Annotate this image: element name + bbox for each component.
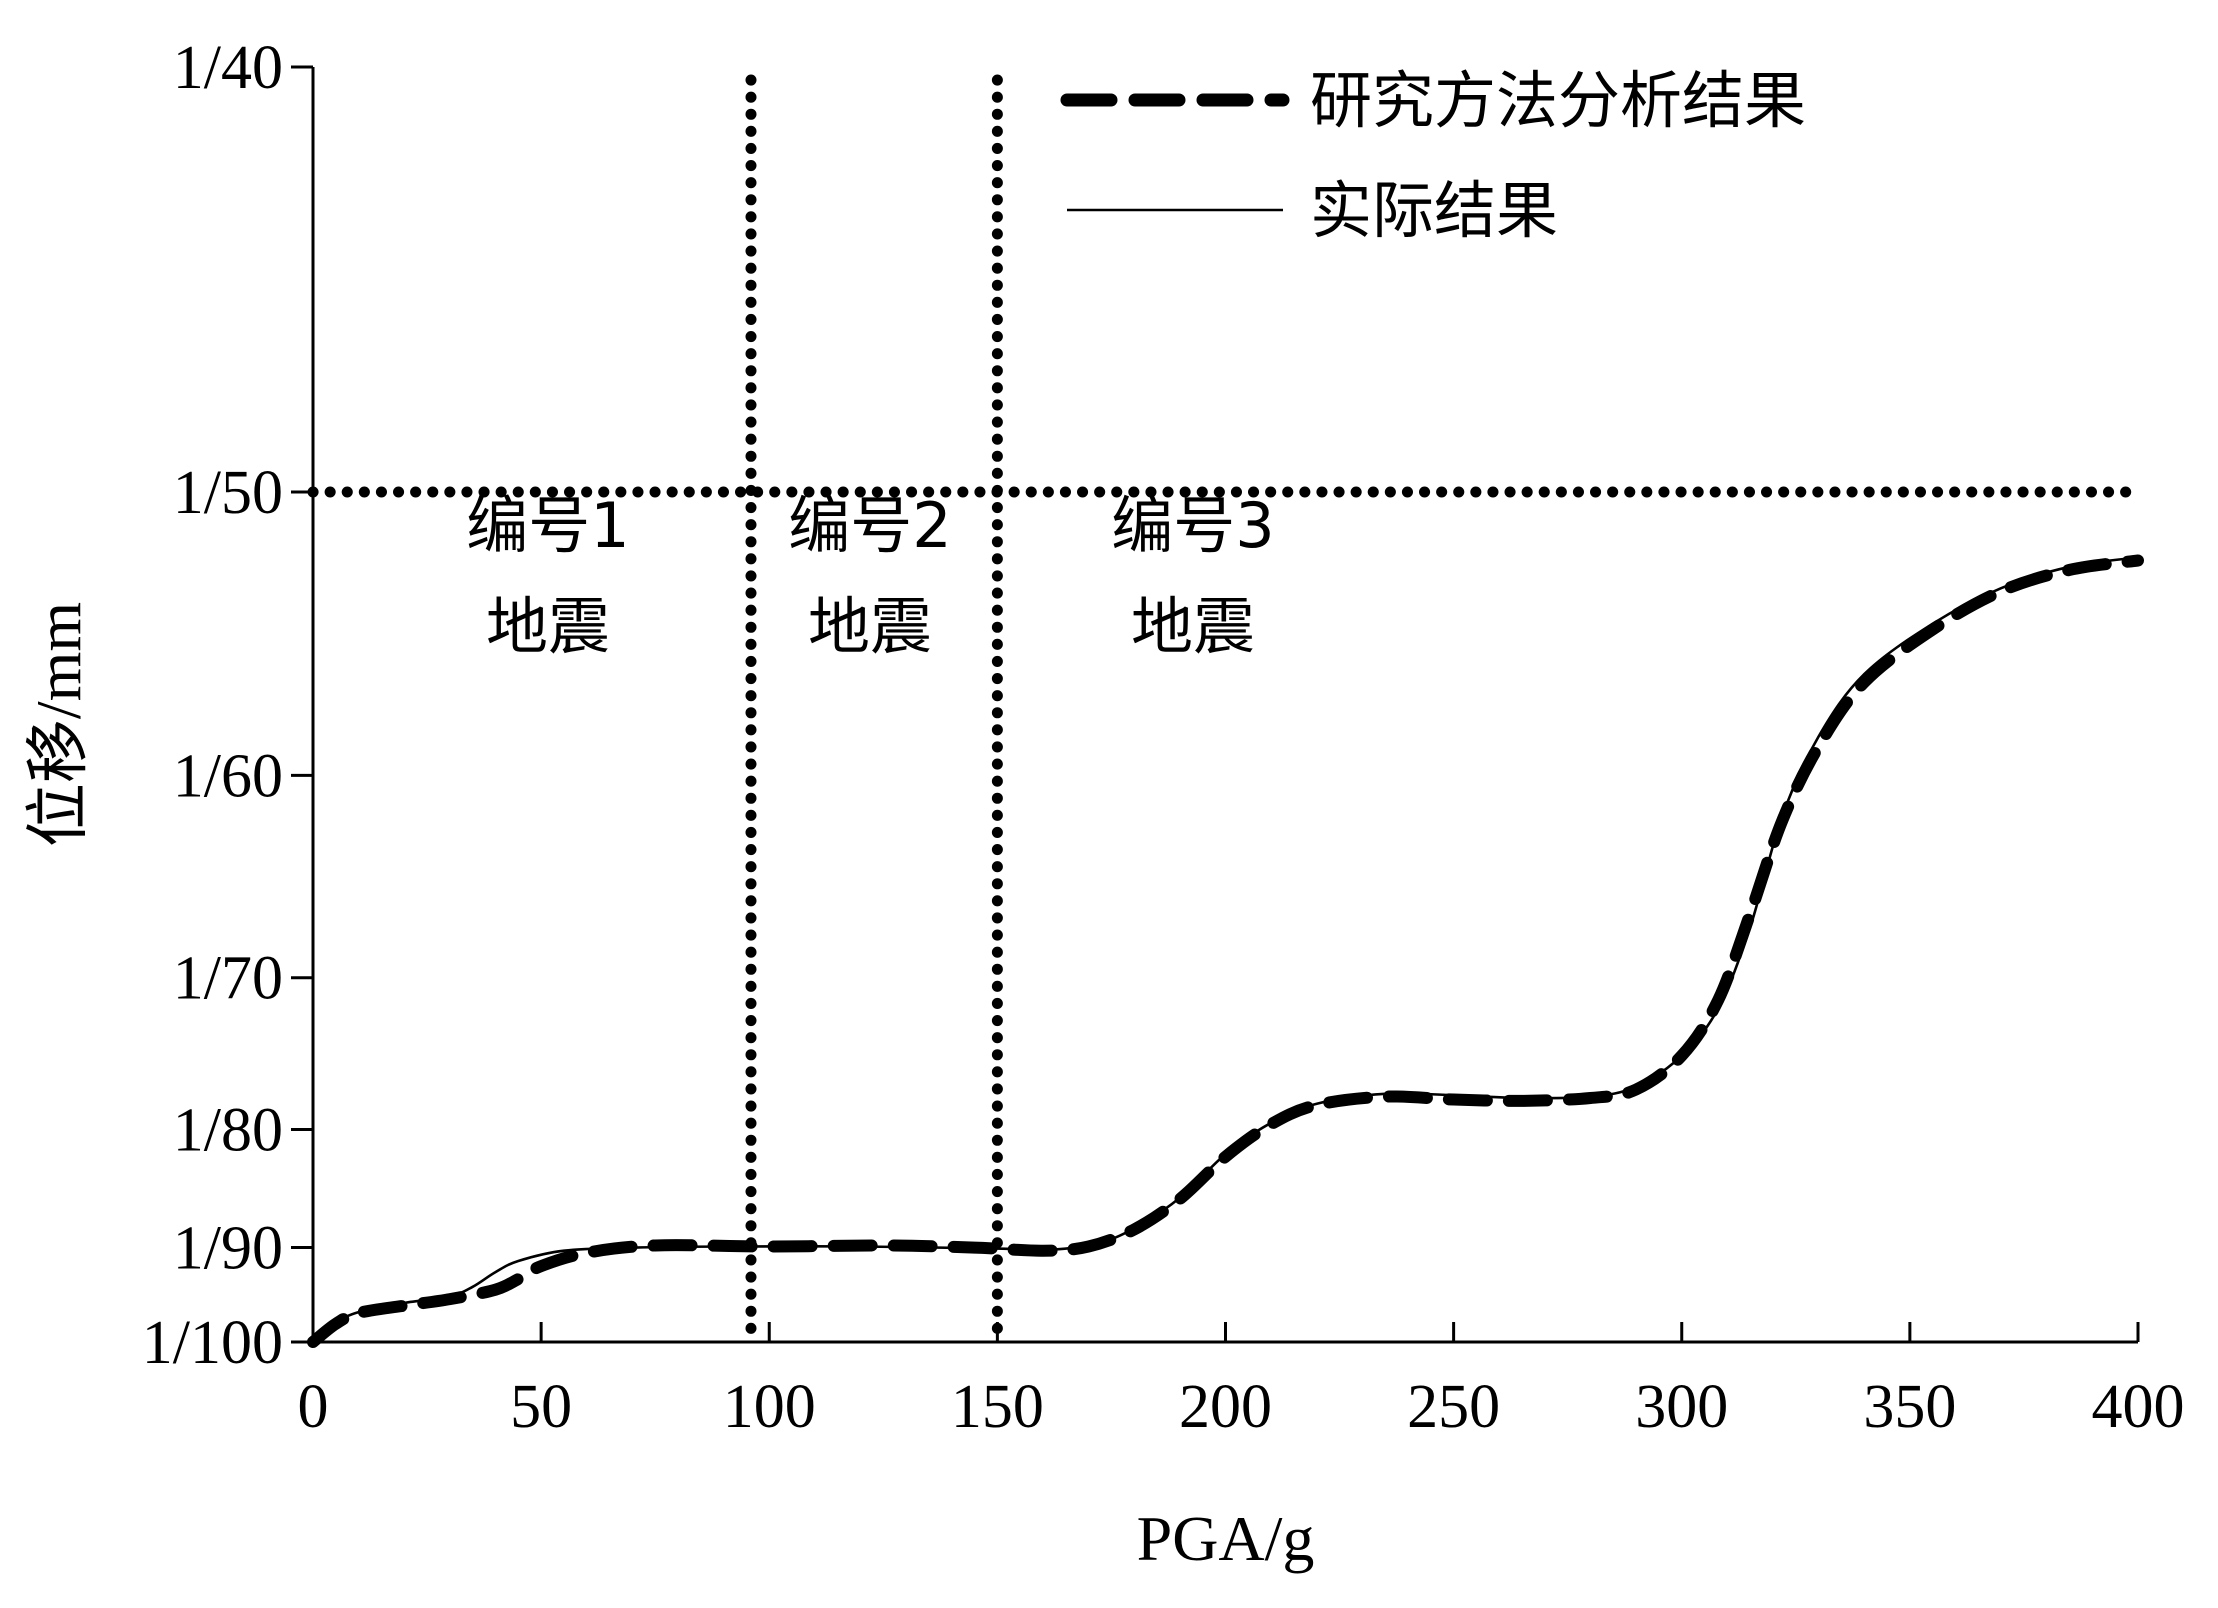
x-tick-label: 250 [1407, 1373, 1500, 1441]
x-tick-label: 0 [298, 1373, 329, 1441]
y-tick-label: 1/70 [173, 945, 283, 1013]
y-tick-label: 1/60 [173, 742, 283, 810]
y-tick-label: 1/40 [173, 34, 283, 102]
y-tick-label: 1/100 [142, 1309, 283, 1377]
series-layer [307, 554, 2144, 1348]
x-tick-label: 350 [1863, 1373, 1956, 1441]
legend-label-2: 实际结果 [1310, 174, 1558, 247]
x-tick-label: 300 [1635, 1373, 1728, 1441]
x-tick-label: 100 [723, 1373, 816, 1441]
region-label-3-line1: 编号3 [1111, 489, 1274, 562]
y-tick-label: 1/80 [173, 1097, 283, 1165]
y-axis-title: 位移/mm [23, 602, 94, 847]
x-tick-label: 400 [2092, 1373, 2185, 1441]
x-tick-label: 150 [951, 1373, 1044, 1441]
x-axis-title: PGA/g [1137, 1503, 1315, 1574]
region-label-2-line1: 编号2 [788, 489, 951, 562]
region-label-1-line1: 编号1 [466, 489, 629, 562]
y-tick-label: 1/90 [173, 1215, 283, 1283]
series-line-analysis [307, 554, 2144, 1348]
region-label-2-line2: 地震 [808, 590, 932, 663]
region-label-3-line2: 地震 [1131, 590, 1255, 663]
region-label-1-line2: 地震 [486, 590, 610, 663]
x-tick-label: 50 [510, 1373, 572, 1441]
legend-label-1: 研究方法分析结果 [1310, 64, 1806, 137]
y-tick-label: 1/50 [173, 459, 283, 527]
x-tick-label: 200 [1179, 1373, 1272, 1441]
region-labels: 编号1 地震 编号2 地震 编号3 地震 [466, 489, 1274, 663]
reference-lines [307, 74, 2144, 1338]
axes: 0 50 100 150 200 250 300 350 400 1/100 1/90 1/80 1/7… [142, 34, 2185, 1441]
